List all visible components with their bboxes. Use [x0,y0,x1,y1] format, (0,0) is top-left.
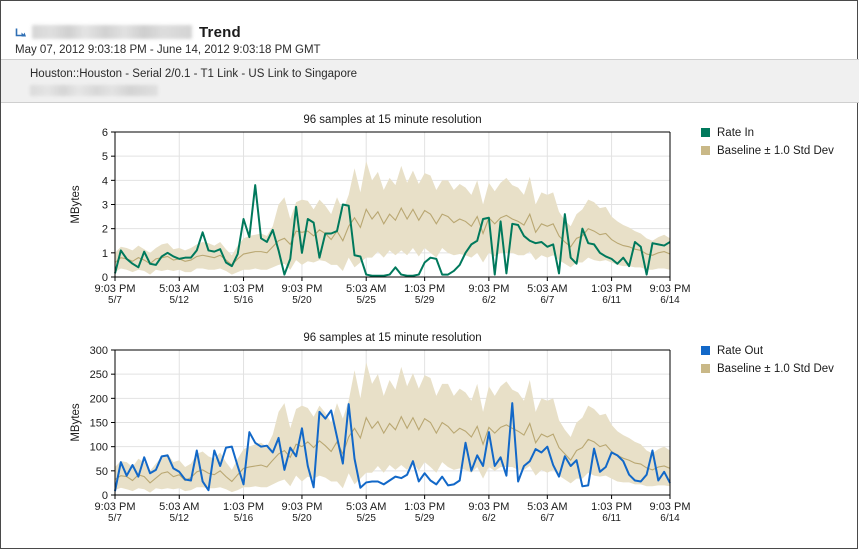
redacted-title-text: [redacted] [32,25,192,39]
x-axis-tick-label: 1:03 PM [404,501,445,513]
y-axis-tick-label: 6 [102,127,108,139]
x-axis-tick-label: 5:03 AM [346,283,386,295]
baseline-mean-line [114,415,671,484]
x-axis-tick-label: 9:03 PM [650,501,691,513]
x-axis-tick-sublabel: 5/12 [170,295,190,306]
x-axis-tick-sublabel: 5/7 [108,513,122,524]
x-axis-tick-sublabel: 6/7 [540,295,554,306]
rate-in-legend: Rate In Baseline ± 1.0 Std Dev [701,125,834,161]
x-axis-tick-sublabel: 5/29 [415,513,435,524]
legend-label: Baseline ± 1.0 Std Dev [717,144,834,157]
x-axis-tick-label: 9:03 PM [281,283,322,295]
legend-label: Baseline ± 1.0 Std Dev [717,362,834,375]
x-axis-tick-sublabel: 6/2 [482,513,496,524]
legend-label: Rate In [717,126,755,139]
y-axis-tick-label: 50 [96,466,108,478]
y-axis-tick-label: 2 [102,224,108,236]
legend-item[interactable]: Rate In [701,125,834,140]
x-axis-tick-sublabel: 6/7 [540,513,554,524]
x-axis-tick-sublabel: 5/7 [108,295,122,306]
x-axis-tick-label: 5:03 AM [159,501,199,513]
rate-in-chart-block: 96 samples at 15 minute resolution 0 1 2 3 4 5… [1,111,859,326]
y-axis-tick-label: 150 [90,418,108,430]
x-axis-tick-label: 1:03 PM [591,501,632,513]
x-axis-tick-sublabel: 5/16 [234,295,254,306]
data-line [114,184,671,277]
y-axis-tick-label: 200 [90,393,108,405]
x-axis-tick-label: 1:03 PM [223,283,264,295]
x-axis-tick-sublabel: 5/16 [234,513,254,524]
arrow-down-right-icon[interactable] [15,26,28,39]
x-axis-tick-label: 1:03 PM [223,501,264,513]
device-info-redacted-line: [redacted] [30,85,158,96]
x-axis-tick-sublabel: 5/20 [292,295,312,306]
x-axis-tick-label: 5:03 AM [527,501,567,513]
trend-title-word: Trend [199,23,241,41]
y-axis-title: MBytes [70,185,82,224]
y-axis-tick-label: 250 [90,369,108,381]
x-axis-tick-label: 5:03 AM [346,501,386,513]
page-title: [redacted] Trend [15,21,241,43]
rate-out-legend: Rate Out Baseline ± 1.0 Std Dev [701,343,834,379]
legend-swatch-icon [701,346,710,355]
legend-swatch-icon [701,364,710,373]
legend-swatch-icon [701,128,710,137]
x-axis-tick-sublabel: 5/29 [415,295,435,306]
legend-label: Rate Out [717,344,764,357]
report-header: [redacted] Trend May 07, 2012 9:03:18 PM… [1,1,859,59]
chart-caption: 96 samples at 15 minute resolution [303,332,481,344]
x-axis-tick-label: 9:03 PM [468,283,509,295]
x-axis-tick-sublabel: 5/20 [292,513,312,524]
rate-in-chart[interactable]: 96 samples at 15 minute resolution 0 1 2 3 4 5… [1,111,701,326]
y-axis-tick-label: 5 [102,151,108,163]
x-axis-tick-sublabel: 5/25 [356,295,376,306]
y-axis-tick-label: 0 [102,490,108,502]
date-range-label: May 07, 2012 9:03:18 PM - June 14, 2012 … [15,44,321,56]
y-axis-tick-label: 300 [90,345,108,357]
chart-caption: 96 samples at 15 minute resolution [303,114,481,126]
legend-item[interactable]: Baseline ± 1.0 Std Dev [701,143,834,158]
data-line [114,402,671,492]
legend-swatch-icon [701,146,710,155]
x-axis-tick-sublabel: 6/2 [482,295,496,306]
device-info-panel: Houston::Houston - Serial 2/0.1 - T1 Lin… [1,59,859,103]
x-axis-tick-label: 9:03 PM [468,501,509,513]
legend-item[interactable]: Baseline ± 1.0 Std Dev [701,361,834,376]
x-axis-tick-label: 5:03 AM [527,283,567,295]
x-axis-tick-label: 1:03 PM [591,283,632,295]
y-axis-tick-label: 3 [102,200,108,212]
device-info-line: Houston::Houston - Serial 2/0.1 - T1 Lin… [30,68,358,80]
x-axis-tick-label: 9:03 PM [650,283,691,295]
y-axis-tick-label: 1 [102,248,108,260]
rate-out-chart-block: 96 samples at 15 minute resolution 0 50 100… [1,329,859,544]
x-axis-tick-label: 9:03 PM [95,283,136,295]
x-axis-tick-label: 1:03 PM [404,283,445,295]
x-axis-tick-sublabel: 5/12 [170,513,190,524]
rate-out-chart[interactable]: 96 samples at 15 minute resolution 0 50 100… [1,329,701,544]
y-axis-title: MBytes [70,403,82,442]
y-axis-tick-label: 0 [102,272,108,284]
x-axis-tick-label: 9:03 PM [95,501,136,513]
x-axis-tick-label: 9:03 PM [281,501,322,513]
y-axis-tick-label: 4 [102,175,108,187]
legend-item[interactable]: Rate Out [701,343,834,358]
x-axis-tick-sublabel: 5/25 [356,513,376,524]
x-axis-tick-sublabel: 6/11 [602,513,621,524]
x-axis-tick-sublabel: 6/14 [660,295,680,306]
y-axis-tick-label: 100 [90,442,108,454]
x-axis-tick-sublabel: 6/14 [660,513,680,524]
baseline-mean-line [114,206,671,266]
x-axis-tick-sublabel: 6/11 [602,295,621,306]
x-axis-tick-label: 5:03 AM [159,283,199,295]
